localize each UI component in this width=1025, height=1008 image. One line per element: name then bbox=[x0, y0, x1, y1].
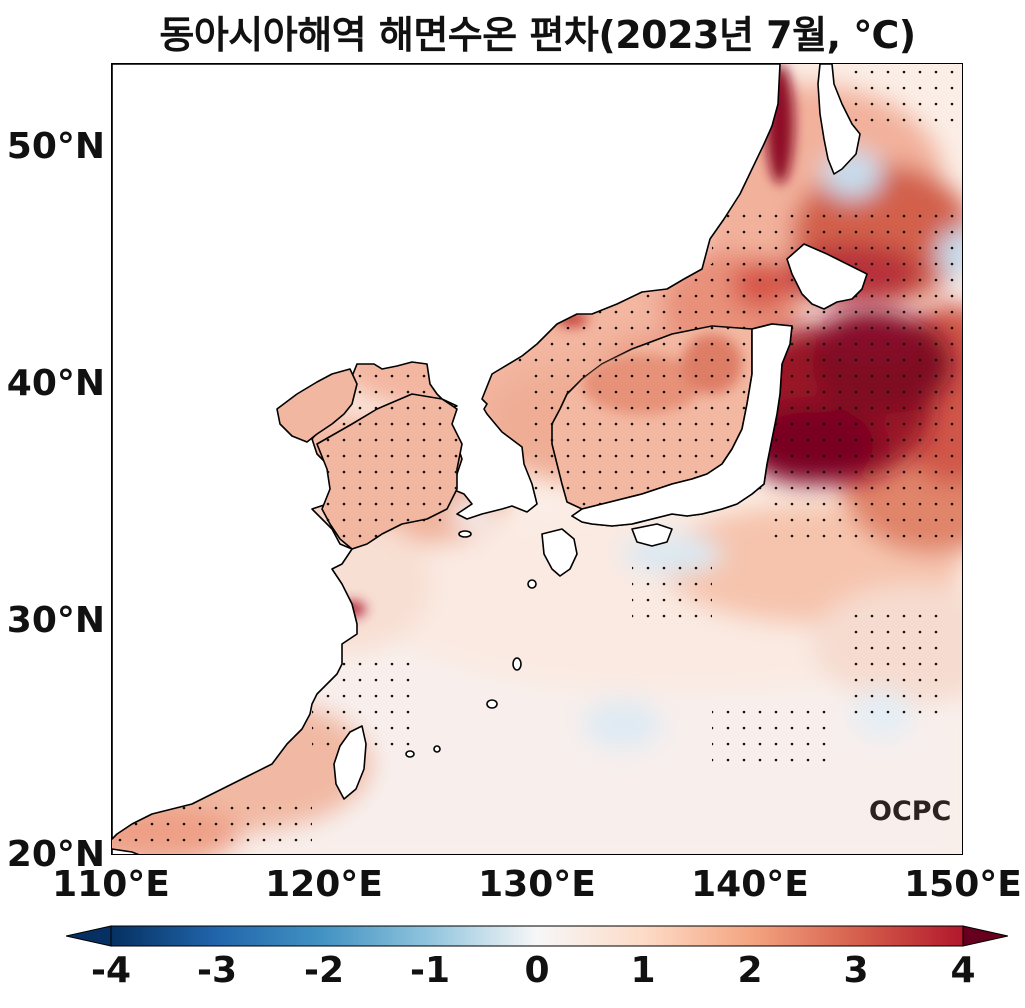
x-tick-label: 150°E bbox=[904, 864, 1022, 905]
page-title: 동아시아해역 해면수온 편차(2023년 7월, ℃) bbox=[0, 4, 1025, 59]
sst-anomaly-map bbox=[112, 64, 963, 855]
ocpc-logo: OCPC bbox=[869, 796, 951, 827]
y-tick-label: 30°N bbox=[7, 600, 105, 641]
colorbar-label: 4 bbox=[950, 950, 975, 991]
colorbar-label: 3 bbox=[843, 950, 868, 991]
colorbar-gradient bbox=[111, 926, 963, 946]
colorbar-label: -3 bbox=[197, 950, 237, 991]
colorbar bbox=[66, 924, 1008, 950]
y-tick-label: 40°N bbox=[7, 363, 105, 404]
map-panel: OCPC bbox=[111, 63, 963, 855]
colorbar-label: -2 bbox=[304, 950, 344, 991]
y-tick-label: 50°N bbox=[7, 126, 105, 167]
colorbar-label: 0 bbox=[524, 950, 549, 991]
colorbar-label: 1 bbox=[630, 950, 655, 991]
colorbar-extend-low bbox=[66, 926, 111, 946]
colorbar-extend-high bbox=[963, 926, 1008, 946]
x-tick-label: 130°E bbox=[478, 864, 596, 905]
shikoku-island bbox=[632, 524, 672, 546]
x-tick-label: 140°E bbox=[691, 864, 809, 905]
x-tick-label: 120°E bbox=[265, 864, 383, 905]
x-tick-label: 110°E bbox=[52, 864, 170, 905]
colorbar-label: 2 bbox=[737, 950, 762, 991]
colorbar-label: -4 bbox=[91, 950, 131, 991]
colorbar-label: -1 bbox=[410, 950, 450, 991]
